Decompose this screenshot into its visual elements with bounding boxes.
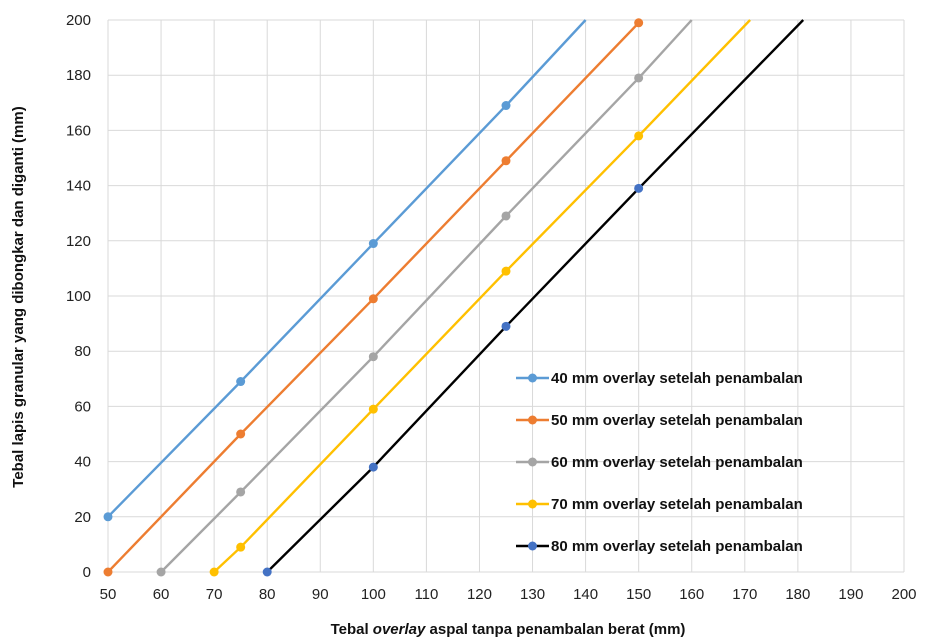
x-axis-title-part: aspal tanpa penambalan berat (mm) xyxy=(425,621,685,638)
legend-item: 50 mm overlay setelah penambalan xyxy=(516,412,803,429)
y-tick-label: 200 xyxy=(66,12,91,29)
y-tick-label: 140 xyxy=(66,178,91,195)
legend-item: 60 mm overlay setelah penambalan xyxy=(516,454,803,471)
x-tick-label: 70 xyxy=(206,586,223,603)
data-point xyxy=(634,18,644,28)
data-point xyxy=(501,211,511,221)
y-tick-label: 60 xyxy=(74,398,91,415)
data-point xyxy=(368,462,378,472)
y-tick-label: 0 xyxy=(83,564,91,581)
legend-label: 50 mm overlay setelah penambalan xyxy=(551,412,803,429)
y-tick-label: 120 xyxy=(66,233,91,250)
legend-item: 40 mm overlay setelah penambalan xyxy=(516,370,803,387)
x-tick-label: 160 xyxy=(679,586,704,603)
data-point xyxy=(103,567,113,577)
y-tick-labels: 0 20 40 60 80 100 120 140 160 180 200 xyxy=(66,12,91,581)
data-point xyxy=(368,239,378,249)
y-tick-label: 40 xyxy=(74,454,91,471)
data-point xyxy=(501,266,511,276)
data-point xyxy=(209,567,219,577)
x-tick-label: 200 xyxy=(891,586,916,603)
legend-label: 80 mm overlay setelah penambalan xyxy=(551,538,803,555)
x-tick-label: 190 xyxy=(838,586,863,603)
x-tick-label: 150 xyxy=(626,586,651,603)
x-tick-label: 120 xyxy=(467,586,492,603)
y-tick-label: 20 xyxy=(74,509,91,526)
data-point xyxy=(368,352,378,362)
data-point xyxy=(236,542,246,552)
series-5 xyxy=(262,19,805,577)
series-2 xyxy=(103,18,644,577)
series-line xyxy=(160,19,693,573)
series-line xyxy=(213,19,751,573)
y-tick-label: 100 xyxy=(66,288,91,305)
data-point xyxy=(501,321,511,331)
data-point xyxy=(368,294,378,304)
data-point xyxy=(501,101,511,111)
legend-item: 80 mm overlay setelah penambalan xyxy=(516,538,803,555)
data-point xyxy=(103,512,113,522)
data-point xyxy=(236,487,246,497)
series-4 xyxy=(209,19,751,577)
y-tick-label: 160 xyxy=(66,122,91,139)
x-axis-title: Tebal overlay aspal tanpa penambalan ber… xyxy=(331,621,686,638)
x-tick-label: 80 xyxy=(259,586,276,603)
legend-marker-swatch xyxy=(528,499,537,509)
grid-lines xyxy=(107,19,905,573)
data-point xyxy=(262,567,272,577)
x-tick-label: 50 xyxy=(100,586,117,603)
x-tick-labels: 50 60 70 80 90 100 110 120 130 140 150 160 170 180 190… xyxy=(100,586,917,603)
x-tick-label: 170 xyxy=(732,586,757,603)
data-point xyxy=(501,156,511,166)
x-tick-label: 130 xyxy=(520,586,545,603)
data-point xyxy=(236,377,246,387)
x-tick-label: 180 xyxy=(785,586,810,603)
series-line xyxy=(107,19,587,518)
legend: 40 mm overlay setelah penambalan 50 mm ov… xyxy=(516,370,803,555)
y-tick-label: 180 xyxy=(66,67,91,84)
legend-marker-swatch xyxy=(528,457,537,467)
series-lines xyxy=(103,18,805,577)
series-3 xyxy=(156,19,693,577)
legend-marker-swatch xyxy=(528,415,537,425)
x-tick-label: 100 xyxy=(361,586,386,603)
legend-item: 70 mm overlay setelah penambalan xyxy=(516,496,803,513)
legend-label: 70 mm overlay setelah penambalan xyxy=(551,496,803,513)
x-tick-label: 60 xyxy=(153,586,170,603)
data-point xyxy=(634,183,644,193)
legend-marker-swatch xyxy=(528,541,537,551)
y-axis-title: Tebal lapis granular yang dibongkar dan … xyxy=(10,106,27,487)
legend-label: 40 mm overlay setelah penambalan xyxy=(551,370,803,387)
data-point xyxy=(368,404,378,414)
data-point xyxy=(634,73,644,83)
data-point xyxy=(634,131,644,141)
data-point xyxy=(236,429,246,439)
x-tick-label: 140 xyxy=(573,586,598,603)
legend-marker-swatch xyxy=(528,373,537,383)
x-tick-label: 90 xyxy=(312,586,329,603)
data-point xyxy=(156,567,166,577)
y-tick-label: 80 xyxy=(74,343,91,360)
x-axis-title-part: Tebal xyxy=(331,621,373,638)
series-1 xyxy=(103,19,587,522)
x-axis-title-italic: overlay xyxy=(373,621,426,638)
legend-label: 60 mm overlay setelah penambalan xyxy=(551,454,803,471)
x-tick-label: 110 xyxy=(414,586,438,603)
